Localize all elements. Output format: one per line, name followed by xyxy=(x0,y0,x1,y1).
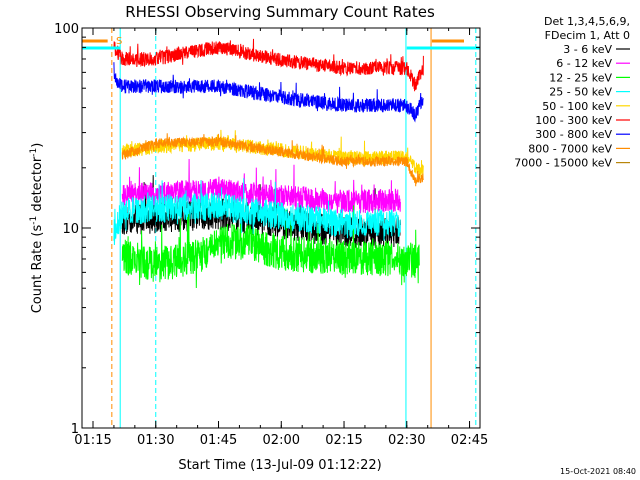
x-tick-label-0: 01:15 xyxy=(74,433,111,448)
legend-label-8: 7000 - 15000 keV xyxy=(514,157,612,170)
x-tick-label-4: 02:15 xyxy=(325,433,362,448)
legend: Det 1,3,4,5,6,9, FDecim 1, Att 0 3 - 6 k… xyxy=(514,15,630,170)
y-axis: 1 10 100 xyxy=(54,22,480,437)
legend-label-4: 50 - 100 keV xyxy=(542,100,612,113)
legend-label-6: 300 - 800 keV xyxy=(535,128,612,141)
y-axis-label-sup2: -1 xyxy=(29,148,39,157)
y-axis-label-main: Count Rate (s xyxy=(30,225,45,314)
x-tick-label-5: 02:30 xyxy=(388,433,425,448)
y-axis-label-end: ) xyxy=(30,143,45,148)
legend-header-2: FDecim 1, Att 0 xyxy=(545,29,630,42)
y-tick-label-0: 1 xyxy=(71,422,79,437)
series-line-1 xyxy=(121,158,401,214)
chart-title: RHESSI Observing Summary Count Rates xyxy=(125,3,435,21)
x-tick-label-2: 01:45 xyxy=(200,433,237,448)
marker-label: S xyxy=(116,36,122,47)
legend-label-3: 25 - 50 keV xyxy=(549,86,612,99)
legend-label-1: 6 - 12 keV xyxy=(556,57,612,70)
x-axis: 01:15 01:30 01:45 02:00 02:15 02:30 02:45 xyxy=(74,28,488,448)
legend-label-2: 12 - 25 keV xyxy=(549,71,612,84)
x-axis-label: Start Time (13-Jul-09 01:12:22) xyxy=(178,458,381,473)
legend-label-0: 3 - 6 keV xyxy=(563,43,612,56)
y-tick-label-2: 100 xyxy=(54,22,79,37)
y-axis-label: Count Rate (s-1 detector-1) xyxy=(29,143,45,314)
x-tick-label-3: 02:00 xyxy=(263,433,300,448)
x-tick-label-1: 01:30 xyxy=(137,433,174,448)
y-axis-label-mid: detector xyxy=(30,156,45,216)
legend-label-7: 800 - 7000 keV xyxy=(528,142,612,155)
legend-label-5: 100 - 300 keV xyxy=(535,114,612,127)
series-line-7 xyxy=(121,133,424,187)
y-tick-label-1: 10 xyxy=(62,222,79,237)
series-layer xyxy=(113,38,424,289)
attenuator-bars xyxy=(82,39,480,50)
series-line-5 xyxy=(113,38,424,92)
x-tick-label-6: 02:45 xyxy=(451,433,488,448)
y-axis-label-sup1: -1 xyxy=(29,216,39,225)
timestamp: 15-Oct-2021 08:40 xyxy=(560,467,636,476)
legend-header-1: Det 1,3,4,5,6,9, xyxy=(544,15,630,28)
series-line-6 xyxy=(113,62,424,123)
series-line-3 xyxy=(113,178,401,246)
series-line-2 xyxy=(121,205,420,289)
